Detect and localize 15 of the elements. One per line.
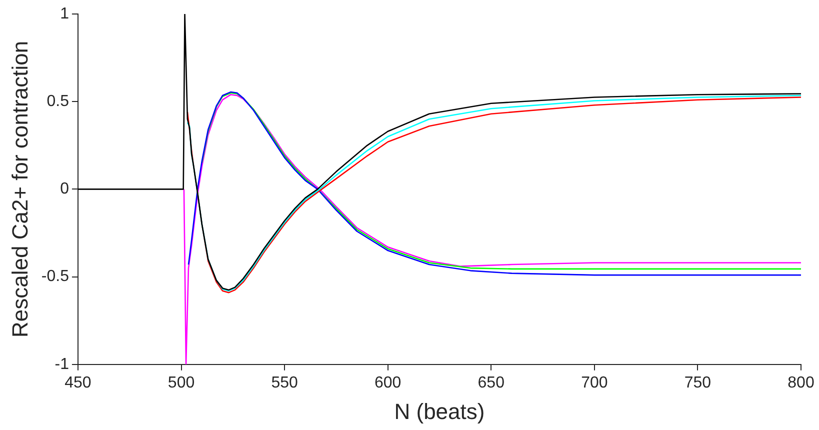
x-tick-label: 800: [788, 374, 814, 392]
y-tick-label: 1: [60, 5, 70, 22]
x-tick-label: 550: [271, 374, 298, 392]
x-tick-label: 450: [64, 374, 92, 392]
y-tick-label: -1: [54, 356, 70, 373]
x-axis-title: N (beats): [394, 398, 485, 424]
y-axis-title: Rescaled Ca2+ for contraction: [7, 40, 32, 338]
x-tick-label: 650: [478, 374, 505, 392]
y-tick-label: 0: [60, 180, 70, 198]
x-tick-label: 600: [374, 374, 402, 392]
y-tick-label: 0.5: [46, 93, 70, 110]
x-tick-label: 750: [684, 374, 712, 392]
x-tick-label: 700: [581, 374, 608, 392]
x-tick-label: 500: [168, 374, 195, 392]
y-tick-label: -0.5: [41, 268, 70, 286]
